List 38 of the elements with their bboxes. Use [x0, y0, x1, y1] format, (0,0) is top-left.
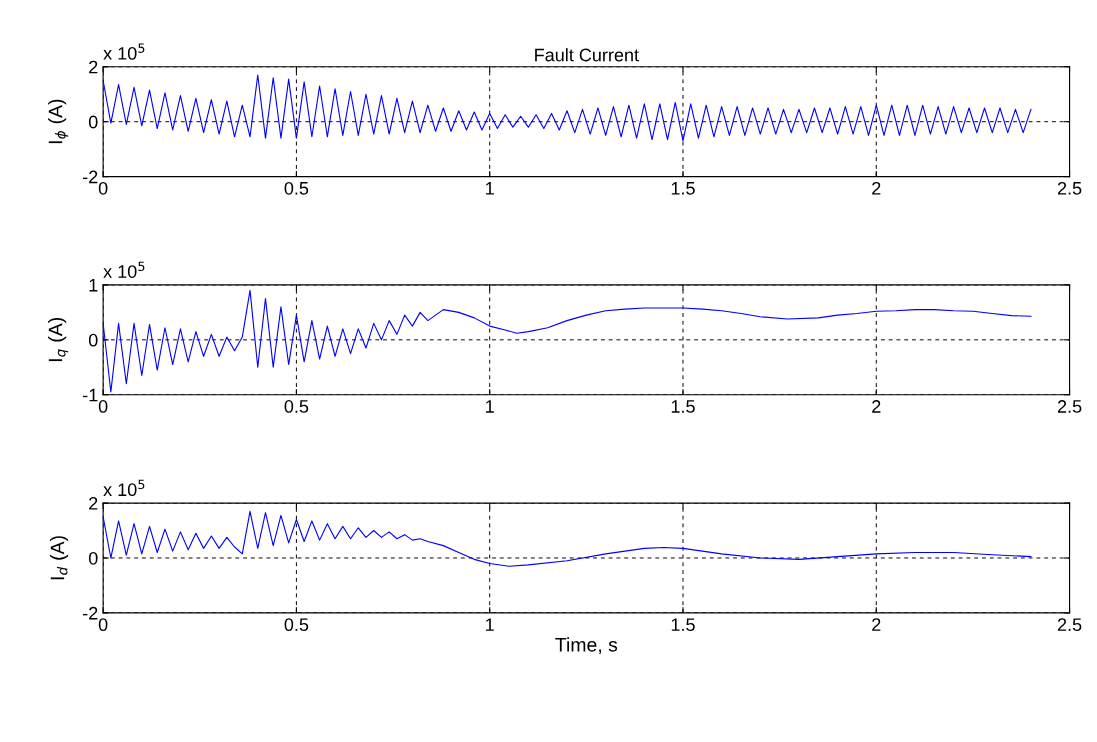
y-tick-label: 1	[89, 279, 98, 292]
line-series	[102, 289, 1032, 393]
x-tick-label: 1	[486, 400, 494, 413]
x-tick-label: 0	[98, 181, 108, 195]
x-tick-label: 1.5	[671, 618, 695, 632]
x-tick-label: 2.5	[1057, 181, 1082, 195]
x-tick-label: 1.5	[671, 400, 695, 413]
y-tick-label: 2	[89, 60, 98, 74]
x-tick-label: 1.5	[671, 182, 695, 195]
x-tick-label: 0.5	[284, 400, 309, 413]
x-tick-label: 2.5	[1057, 618, 1082, 632]
line-series	[102, 74, 1032, 142]
x-tick-label: 2	[872, 400, 881, 413]
x-tick-label: 0	[98, 618, 108, 632]
x-tick-label: 1	[486, 182, 494, 195]
x-tick-label: 2	[872, 618, 881, 631]
x-tick-label: 0.5	[284, 618, 309, 632]
y-axis-title: I$_{d}$ (A)	[50, 536, 69, 580]
x-tick-label: 2	[872, 181, 881, 195]
y-tick-label: 0	[88, 115, 98, 129]
text: x 10$^{5}$	[103, 43, 145, 60]
y-tick-label: 0	[88, 551, 98, 565]
x-axis-title: Time, s	[555, 637, 618, 654]
x-tick-label: 0.5	[284, 181, 309, 195]
y-tick-label: -2	[83, 606, 98, 620]
x-tick-label: 0	[98, 400, 108, 413]
x-tick-label: 2.5	[1057, 400, 1082, 413]
y-tick-label: -1	[83, 388, 98, 402]
y-tick-label: 0	[88, 333, 98, 347]
y-tick-label: -2	[83, 170, 98, 184]
text: x 10$^{5}$	[103, 479, 145, 497]
y-axis-title: I$_{q}$ (A)	[48, 318, 69, 362]
x-tick-label: 1	[486, 618, 494, 631]
text: x 10$^{5}$	[103, 261, 145, 278]
chart-title: Fault Current	[535, 48, 639, 62]
line-series	[102, 510, 1032, 567]
y-axis-title: I$_{ϕ}$ (A)	[48, 99, 69, 144]
y-tick-label: 2	[89, 497, 98, 510]
